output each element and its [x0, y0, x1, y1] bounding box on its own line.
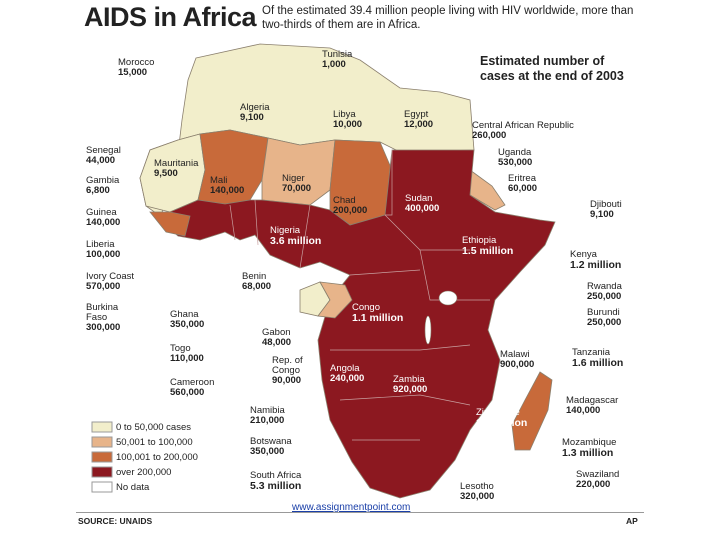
label-ivory-coast: Ivory Coast 570,000 [86, 271, 135, 292]
label-madagascar: Madagascar 140,000 [566, 395, 619, 416]
label-zambia: Zambia 920,000 [393, 374, 428, 395]
label-eritrea: Eritrea 60,000 [508, 173, 538, 194]
lake-tanganyika [424, 315, 432, 345]
label-zimbabwe: Zimbabwe 1.8 million [476, 407, 528, 429]
label-south-africa: South Africa 5.3 million [250, 470, 302, 492]
label-senegal: Senegal 44,000 [86, 145, 121, 166]
legend-swatch-no-data [91, 481, 113, 493]
label-guinea: Guinea 140,000 [86, 207, 121, 228]
label-burundi: Burundi 250,000 [587, 307, 622, 328]
label-liberia: Liberia 100,000 [86, 239, 121, 260]
label-gambia: Gambia 6,800 [86, 175, 120, 196]
label-kenya: Kenya 1.2 million [570, 249, 622, 271]
legend-swatch-mid [91, 436, 113, 448]
lake-victoria [438, 290, 458, 306]
label-malawi: Malawi 900,000 [500, 349, 535, 370]
label-swaziland: Swaziland 220,000 [576, 469, 620, 490]
region-madagascar [511, 371, 553, 451]
label-angola: Angola 240,000 [330, 363, 365, 384]
label-algeria: Algeria 9,100 [240, 102, 270, 123]
label-benin: Benin 68,000 [242, 271, 272, 292]
label-morocco: Morocco 15,000 [118, 57, 155, 78]
label-rep-congo: Rep. of Congo 90,000 [272, 355, 303, 386]
label-niger: Niger 70,000 [282, 173, 312, 194]
label-ghana: Ghana 350,000 [170, 309, 205, 330]
legend-label-no-data: No data [116, 482, 150, 493]
source-note: SOURCE: UNAIDS [78, 516, 153, 526]
region-rep-congo [317, 281, 353, 319]
legend-title: Estimated number of cases at the end of … [480, 54, 624, 83]
label-egypt: Egypt 12,000 [404, 109, 434, 130]
region-niger [261, 137, 336, 206]
map-subtitle: Of the estimated 39.4 million people liv… [262, 5, 634, 31]
legend-swatch-very-high [91, 466, 113, 478]
credit-note: AP [626, 516, 638, 526]
legend-label-very-high: over 200,000 [116, 467, 172, 478]
label-tunisia: Tunisia 1,000 [322, 49, 353, 70]
label-cameroon: Cameroon 560,000 [170, 377, 215, 398]
label-rwanda: Rwanda 250,000 [587, 281, 622, 302]
region-guinea [149, 211, 191, 237]
watermark-link[interactable]: www.assignmentpoint.com [292, 502, 411, 513]
label-mauritania: Mauritania 9,500 [154, 158, 199, 179]
legend-label-high: 100,001 to 200,000 [116, 452, 198, 463]
legend-swatch-low [91, 421, 113, 433]
label-gabon: Gabon 48,000 [262, 327, 292, 348]
label-libya: Libya 10,000 [333, 109, 363, 130]
footer-divider [76, 512, 644, 513]
legend-label-mid: 50,001 to 100,000 [116, 437, 193, 448]
label-ethiopia: Ethiopia 1.5 million [462, 235, 514, 257]
label-uganda: Uganda 530,000 [498, 147, 533, 168]
label-car: Central African Republic 260,000 [472, 120, 574, 141]
label-togo: Togo 110,000 [170, 343, 204, 364]
label-djibouti: Djibouti 9,100 [590, 199, 622, 220]
label-burkina-faso: Burkina Faso 300,000 [86, 302, 121, 333]
label-congo: Congo 1.1 million [352, 302, 404, 324]
label-namibia: Namibia 210,000 [250, 405, 285, 426]
label-chad: Chad 200,000 [333, 195, 368, 216]
label-tanzania: Tanzania 1.6 million [572, 347, 624, 369]
legend-label-low: 0 to 50,000 cases [116, 422, 191, 433]
country-borders [229, 150, 490, 441]
label-sudan: Sudan 400,000 [405, 193, 440, 214]
label-nigeria: Nigeria 3.6 million [270, 225, 322, 247]
label-lesotho: Lesotho 320,000 [460, 481, 495, 502]
map-title: AIDS in Africa [84, 2, 257, 32]
region-sub-saharan [159, 149, 556, 499]
label-mozambique: Mozambique 1.3 million [562, 437, 617, 459]
label-botswana: Botswana 350,000 [250, 436, 292, 457]
label-mali: Mali 140,000 [210, 175, 245, 196]
legend-swatch-high [91, 451, 113, 463]
